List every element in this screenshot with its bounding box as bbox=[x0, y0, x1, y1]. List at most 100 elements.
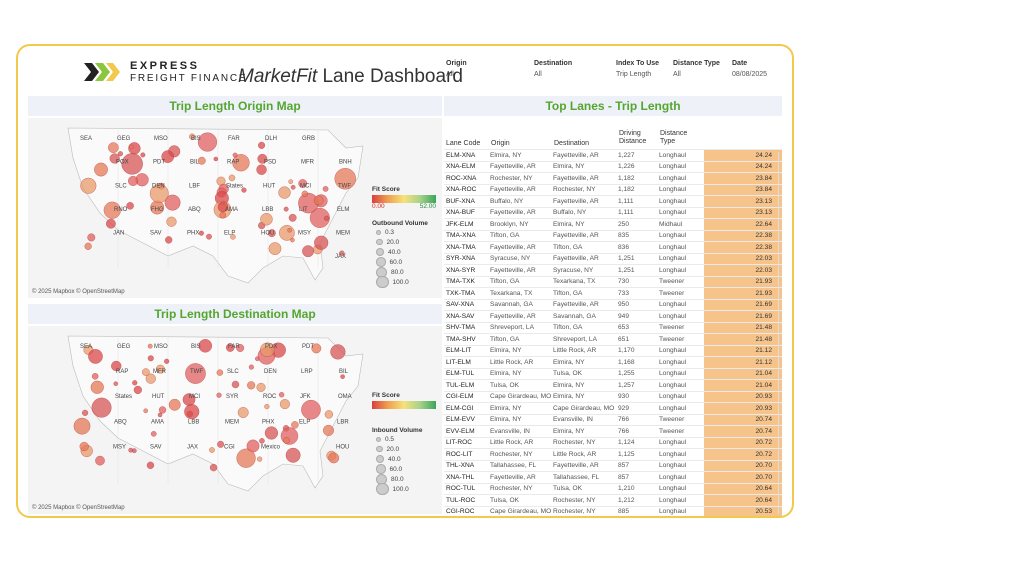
location-bubble[interactable] bbox=[217, 440, 225, 448]
location-bubble[interactable] bbox=[268, 242, 282, 255]
location-bubble[interactable] bbox=[256, 164, 267, 175]
location-bubble[interactable] bbox=[231, 380, 240, 389]
location-bubble[interactable] bbox=[247, 381, 256, 390]
location-bubble[interactable] bbox=[133, 385, 142, 394]
location-bubble[interactable] bbox=[264, 426, 278, 440]
location-bubble[interactable] bbox=[340, 374, 345, 379]
location-bubble[interactable] bbox=[90, 380, 104, 394]
table-row[interactable]: TXK-TMA Texarkana, TX Tifton, GA 733 Tweener… bbox=[444, 287, 782, 299]
location-bubble[interactable] bbox=[158, 406, 167, 414]
table-row[interactable]: ROC-XNA Rochester, NY Fayetteville, AR 1,18… bbox=[444, 172, 782, 184]
location-bubble[interactable] bbox=[302, 245, 314, 258]
table-row[interactable]: BUF-XNA Buffalo, NY Fayetteville, AR 1,111 L… bbox=[444, 195, 782, 207]
location-bubble[interactable] bbox=[228, 174, 236, 182]
location-bubble[interactable] bbox=[260, 213, 273, 226]
location-bubble[interactable] bbox=[323, 215, 330, 221]
location-bubble[interactable] bbox=[230, 234, 236, 240]
location-bubble[interactable] bbox=[288, 213, 297, 222]
table-row[interactable]: XNA-ROC Fayetteville, AR Rochester, NY 1,18… bbox=[444, 183, 782, 196]
location-bubble[interactable] bbox=[206, 233, 212, 240]
table-row[interactable]: TMA-XNA Tifton, GA Fayetteville, AR 835 Long… bbox=[444, 229, 782, 242]
location-bubble[interactable] bbox=[216, 392, 222, 398]
location-bubble[interactable] bbox=[328, 452, 340, 464]
table-row[interactable]: ROC-LIT Rochester, NY Little Rock, AR 1,125… bbox=[444, 448, 782, 460]
location-bubble[interactable] bbox=[128, 175, 139, 186]
table-row[interactable]: CGI-ROC Cape Girardeau, MO Rochester, NY 88… bbox=[444, 505, 782, 516]
location-bubble[interactable] bbox=[260, 342, 275, 357]
location-bubble[interactable] bbox=[301, 400, 321, 420]
location-bubble[interactable] bbox=[287, 228, 292, 233]
location-bubble[interactable] bbox=[198, 230, 204, 236]
location-bubble[interactable] bbox=[145, 373, 156, 384]
location-bubble[interactable] bbox=[232, 152, 238, 158]
location-bubble[interactable] bbox=[147, 355, 154, 362]
table-row[interactable]: SAV-XNA Savannah, GA Fayetteville, AR 950 Lo… bbox=[444, 298, 782, 311]
location-bubble[interactable] bbox=[311, 343, 322, 354]
table-row[interactable]: CGI-ELM Cape Girardeau, MO Elmira, NY 930 Lo… bbox=[444, 390, 782, 403]
location-bubble[interactable] bbox=[314, 235, 329, 250]
location-bubble[interactable] bbox=[143, 408, 148, 414]
table-row[interactable]: TUL-ROC Tulsa, OK Rochester, NY 1,212 Longha… bbox=[444, 494, 782, 506]
location-bubble[interactable] bbox=[322, 186, 329, 192]
table-row[interactable]: SHV-TMA Shreveport, LA Tifton, GA 653 Tweene… bbox=[444, 321, 782, 334]
location-bubble[interactable] bbox=[108, 142, 119, 153]
table-row[interactable]: LIT-ELM Little Rock, AR Elmira, NY 1,168 Lon… bbox=[444, 356, 782, 368]
location-bubble[interactable] bbox=[298, 179, 308, 188]
table-row[interactable]: ELM-CGI Elmira, NY Cape Girardeau, MO 929 Lo… bbox=[444, 402, 782, 414]
origin-map-canvas[interactable]: SEA GEG MSO BIS FAR DLH GRB BNH POX PDT BIL RAP PSD M… bbox=[28, 118, 442, 298]
table-row[interactable]: TMA-TXK Tifton, GA Texarkana, TX 730 Tweener… bbox=[444, 275, 782, 288]
table-row[interactable]: XNA-THL Fayetteville, AR Tallahassee, FL 85… bbox=[444, 471, 782, 483]
table-row[interactable]: ELM-TUL Elmira, NY Tulsa, OK 1,255 Longhaul 2… bbox=[444, 367, 782, 380]
location-bubble[interactable] bbox=[73, 417, 91, 435]
origin-map[interactable]: SEA GEG MSO BIS FAR DLH GRB BNH POX PDT BIL RAP PSD M… bbox=[28, 118, 442, 298]
location-bubble[interactable] bbox=[257, 153, 268, 164]
location-bubble[interactable] bbox=[232, 154, 250, 172]
location-bubble[interactable] bbox=[339, 250, 345, 256]
location-bubble[interactable] bbox=[82, 409, 89, 416]
location-bubble[interactable] bbox=[157, 412, 163, 418]
location-bubble[interactable] bbox=[290, 184, 296, 190]
table-row[interactable]: TUL-ELM Tulsa, OK Elmira, NY 1,257 Longhaul 2… bbox=[444, 379, 782, 391]
location-bubble[interactable] bbox=[213, 156, 219, 162]
location-bubble[interactable] bbox=[146, 461, 155, 469]
location-bubble[interactable] bbox=[334, 168, 356, 190]
table-row[interactable]: TMA-SHV Tifton, GA Shreveport, LA 651 Tweene… bbox=[444, 333, 782, 345]
location-bubble[interactable] bbox=[121, 153, 143, 175]
filter-origin[interactable]: Origin All bbox=[446, 60, 467, 78]
filter-destination[interactable]: Destination All bbox=[534, 60, 573, 78]
table-row[interactable]: ELM-EVV Elmira, NY Evansville, IN 766 Tweene… bbox=[444, 413, 782, 426]
location-bubble[interactable] bbox=[126, 202, 134, 210]
location-bubble[interactable] bbox=[279, 399, 290, 410]
location-bubble[interactable] bbox=[166, 216, 177, 227]
location-bubble[interactable] bbox=[142, 368, 150, 376]
table-row[interactable]: ELM-XNA Elmira, NY Fayetteville, AR 1,227 Lo… bbox=[444, 149, 782, 161]
location-bubble[interactable] bbox=[236, 448, 256, 468]
location-bubble[interactable] bbox=[258, 141, 266, 149]
location-bubble[interactable] bbox=[236, 344, 245, 352]
location-bubble[interactable] bbox=[209, 463, 218, 472]
location-bubble[interactable] bbox=[95, 455, 105, 466]
table-row[interactable]: THL-XNA Tallahassee, FL Fayetteville, AR 85… bbox=[444, 459, 782, 472]
table-row[interactable]: ROC-TUL Rochester, NY Tulsa, OK 1,210 Longha… bbox=[444, 482, 782, 495]
location-bubble[interactable] bbox=[248, 364, 254, 370]
location-bubble[interactable] bbox=[301, 190, 308, 198]
table-row[interactable]: JFK-ELM Brooklyn, NY Elmira, NY 250 Midhaul 2… bbox=[444, 218, 782, 230]
location-bubble[interactable] bbox=[88, 349, 103, 364]
location-bubble[interactable] bbox=[161, 150, 175, 163]
table-scrollbar[interactable] bbox=[778, 152, 784, 514]
location-bubble[interactable] bbox=[225, 343, 235, 352]
location-bubble[interactable] bbox=[106, 218, 116, 229]
table-row[interactable]: XNA-SAV Fayetteville, AR Savannah, GA 949 Lo… bbox=[444, 310, 782, 322]
location-bubble[interactable] bbox=[198, 339, 212, 353]
location-bubble[interactable] bbox=[278, 186, 291, 199]
location-bubble[interactable] bbox=[149, 184, 169, 203]
location-bubble[interactable] bbox=[259, 438, 265, 444]
location-bubble[interactable] bbox=[313, 195, 324, 206]
table-row[interactable]: LIT-ROC Little Rock, AR Rochester, NY 1,124… bbox=[444, 436, 782, 449]
table-row[interactable]: EVV-ELM Evansville, IN Elmira, NY 766 Tweene… bbox=[444, 425, 782, 437]
location-bubble[interactable] bbox=[283, 206, 289, 212]
location-bubble[interactable] bbox=[79, 441, 89, 452]
table-row[interactable]: XNA-ELM Fayetteville, AR Elmira, NY 1,226 Lo… bbox=[444, 160, 782, 173]
location-bubble[interactable] bbox=[290, 237, 295, 243]
location-bubble[interactable] bbox=[140, 152, 146, 158]
